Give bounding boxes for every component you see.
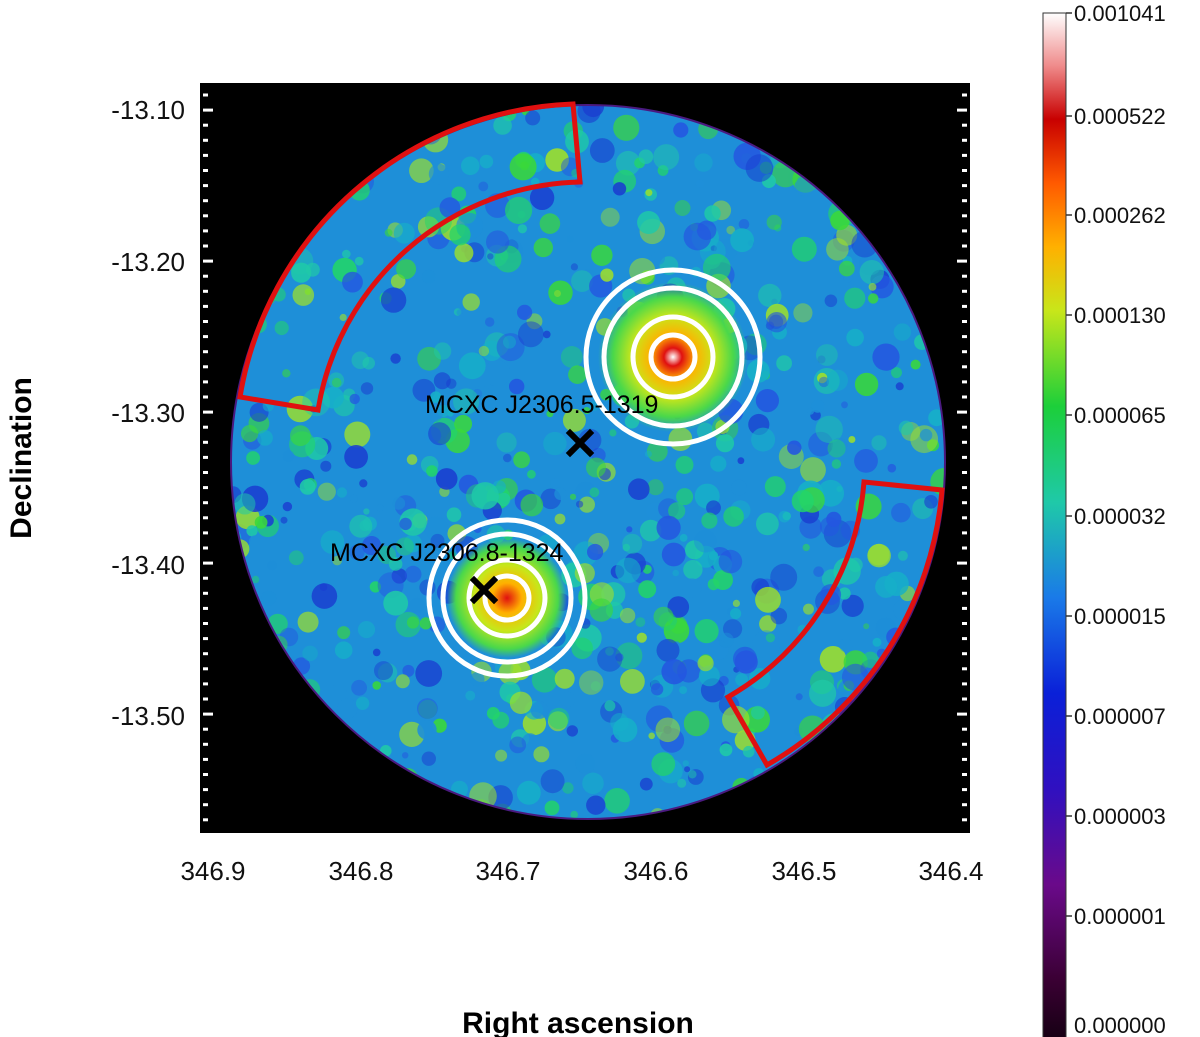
x-tick-label: 346.5 xyxy=(771,856,836,886)
background-region-north xyxy=(237,101,583,413)
x-axis-title: Right ascension xyxy=(462,1007,694,1037)
source-label-2: MCXC J2306.8-1324 xyxy=(330,539,564,567)
y-tick-label: -13.10 xyxy=(111,95,185,125)
y-tick-label: -13.40 xyxy=(111,550,185,580)
cluster-emission-north xyxy=(598,282,748,432)
axis-tick-marks xyxy=(203,93,967,822)
annuli-north xyxy=(583,267,763,447)
marker-J2306.8-1324 xyxy=(469,575,499,605)
background-region-south xyxy=(724,479,945,769)
colorbar-tick-label: 0.000000 xyxy=(1074,1013,1166,1037)
colorbar-tick-label: 0.000522 xyxy=(1074,104,1166,129)
x-tick-label: 346.8 xyxy=(328,856,393,886)
colorbar-tick-label: 0.000001 xyxy=(1074,904,1166,929)
colorbar-tick-label: 0.000003 xyxy=(1074,804,1166,829)
y-axis-title: Declination xyxy=(5,377,38,539)
x-tick-label: 346.6 xyxy=(623,856,688,886)
source-label-1: MCXC J2306.5-1319 xyxy=(425,391,658,419)
x-tick-label: 346.7 xyxy=(475,856,540,886)
colorbar xyxy=(1042,12,1072,1037)
colorbar-tick-label: 0.000015 xyxy=(1074,604,1166,629)
marker-J2306.5-1319 xyxy=(565,428,595,458)
cluster-emission-south xyxy=(447,538,567,658)
x-tick-label: 346.4 xyxy=(918,856,983,886)
colorbar-tick-label: 0.001041 xyxy=(1074,1,1166,26)
x-tick-label: 346.9 xyxy=(180,856,245,886)
y-tick-label: -13.30 xyxy=(111,398,185,428)
colorbar-tick-label: 0.000262 xyxy=(1074,203,1166,228)
annuli-south xyxy=(426,517,588,679)
colorbar-tick-label: 0.000065 xyxy=(1074,403,1166,428)
colorbar-tick-label: 0.000032 xyxy=(1074,504,1166,529)
colorbar-tick-label: 0.000130 xyxy=(1074,303,1166,328)
colorbar-tick-label: 0.000007 xyxy=(1074,704,1166,729)
y-tick-label: -13.20 xyxy=(111,247,185,277)
y-tick-label: -13.50 xyxy=(111,701,185,731)
